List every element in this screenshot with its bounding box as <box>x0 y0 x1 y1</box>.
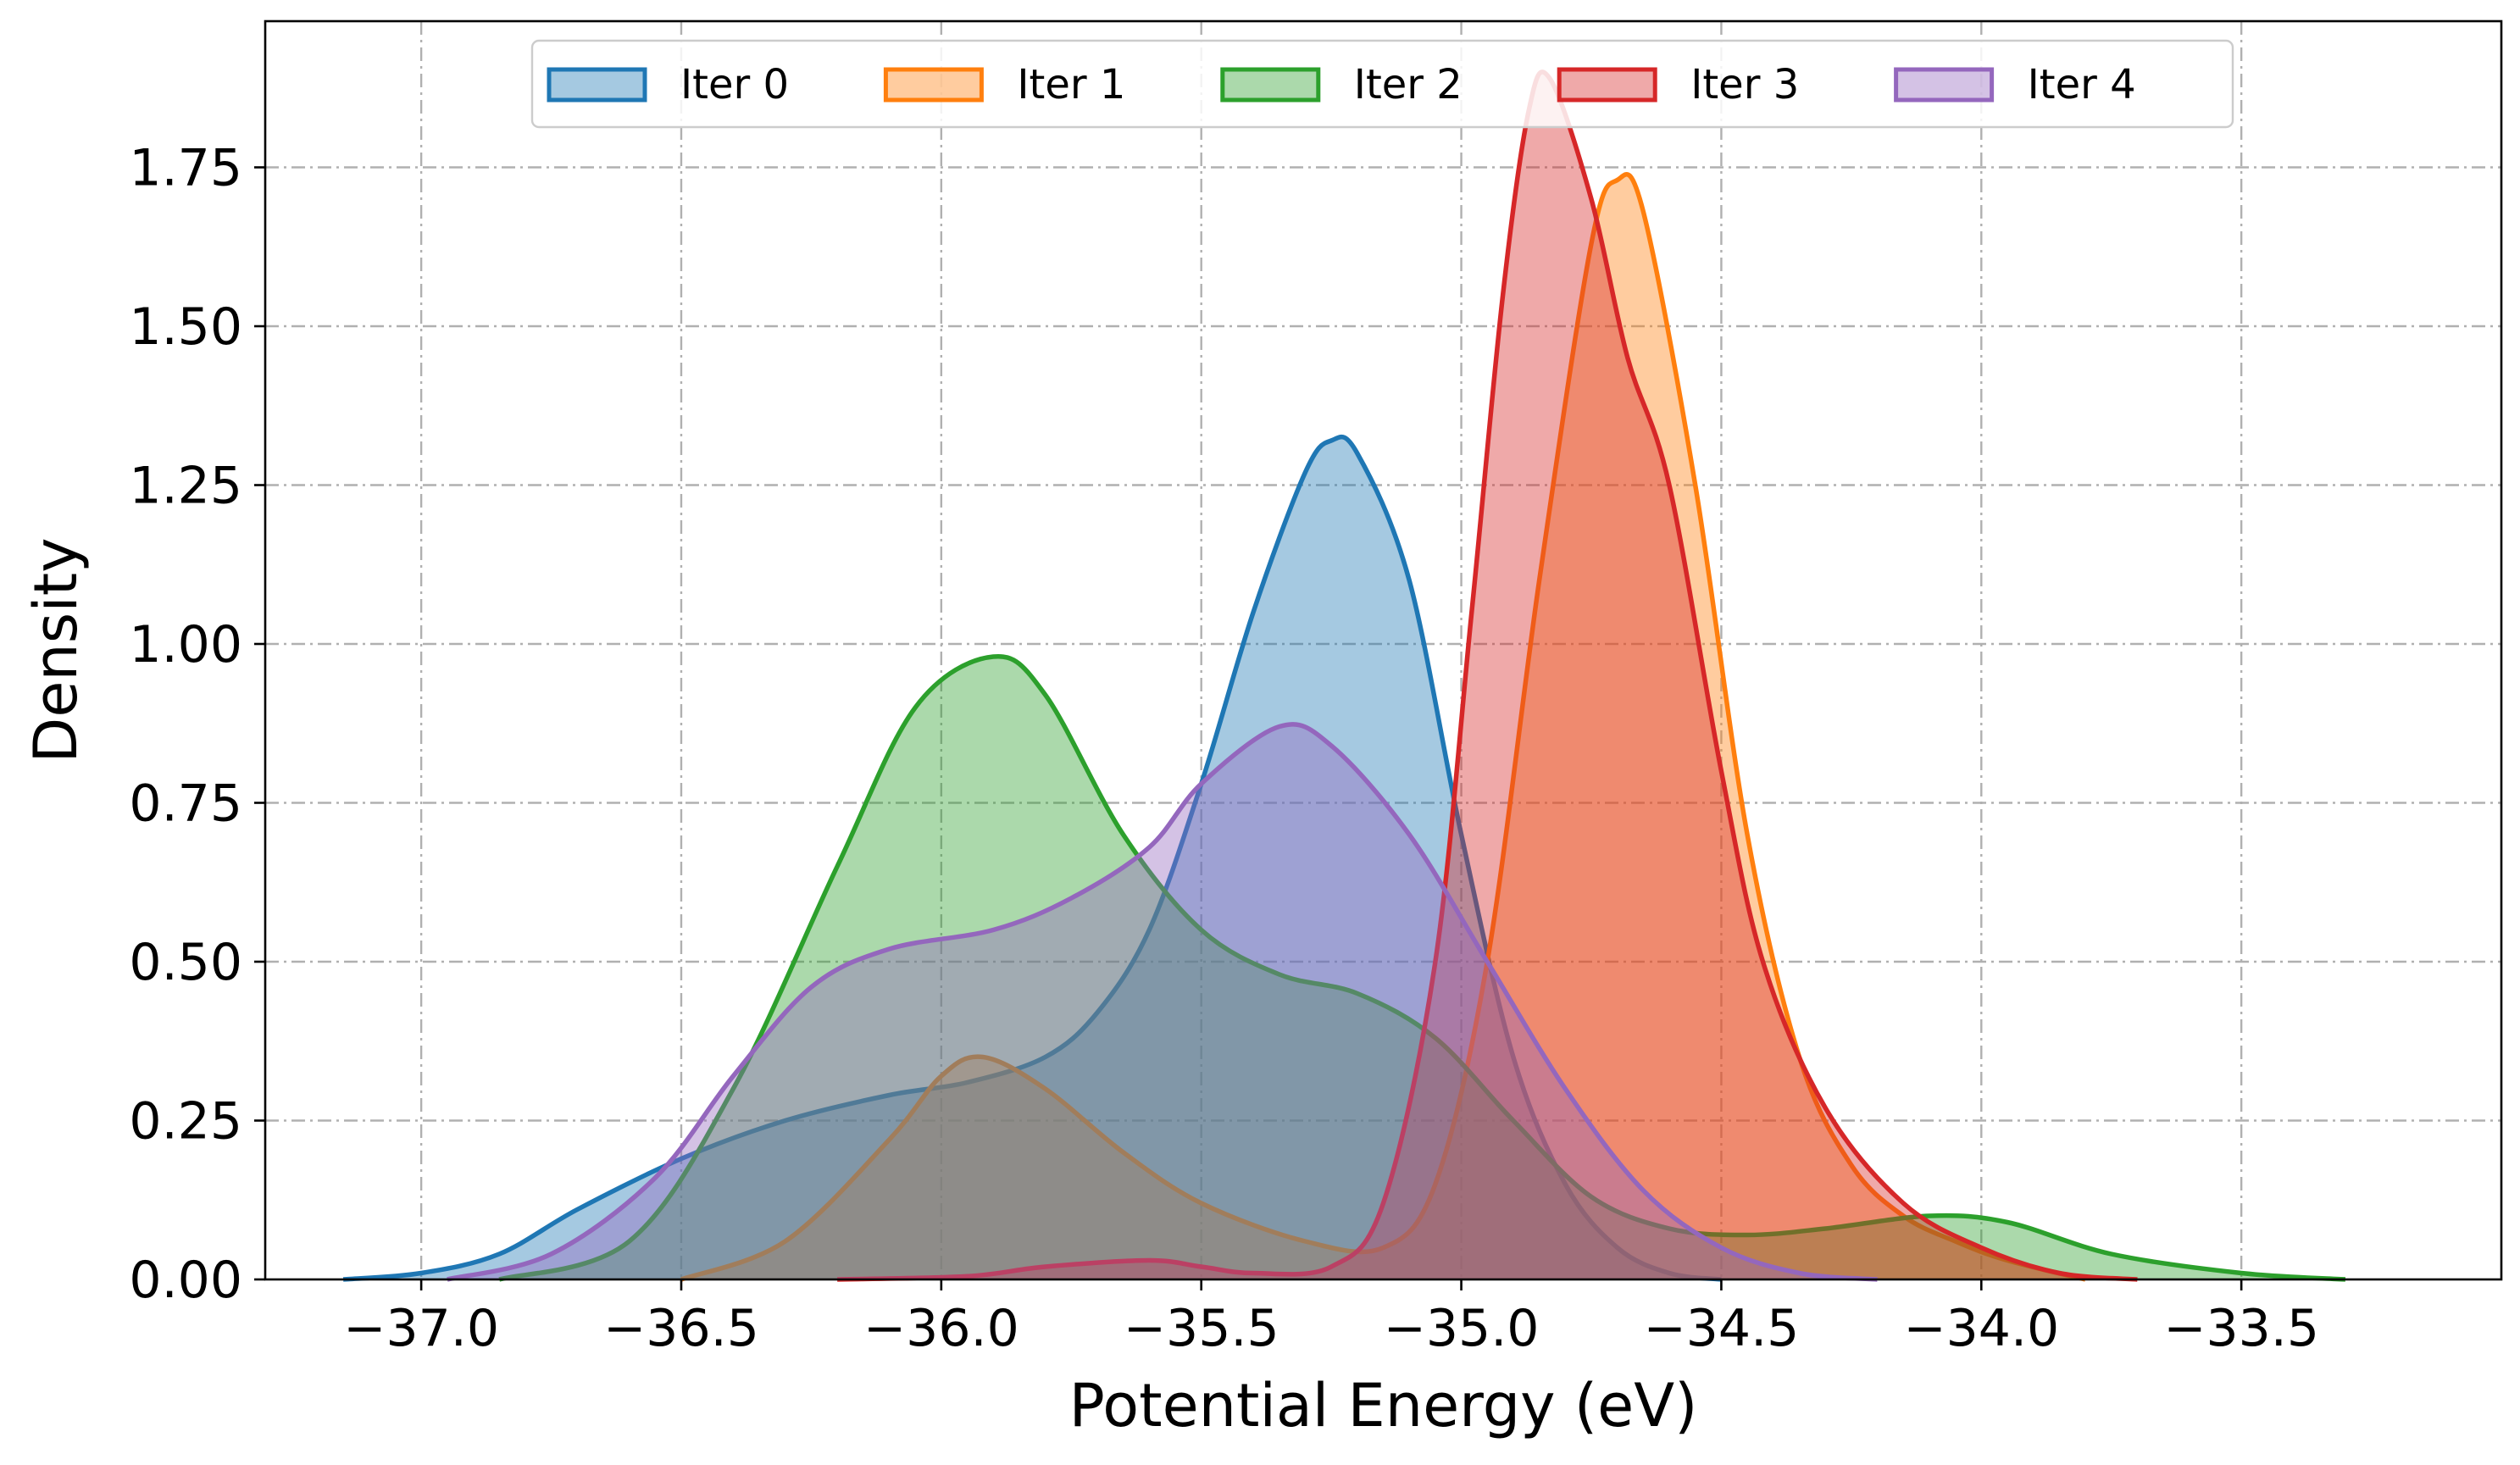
series-area-iter-1 <box>681 174 2085 1279</box>
grid-layer <box>265 21 2501 1279</box>
y-tick-label: 1.00 <box>129 615 242 674</box>
series-area-iter-2 <box>499 656 2345 1279</box>
legend-swatch-iter-2 <box>1220 67 1321 103</box>
legend: Iter 0 Iter 1 Iter 2 Iter 3 Iter 4 <box>530 39 2234 129</box>
y-tick-label: 1.75 <box>129 139 242 198</box>
y-tick-label: 1.25 <box>129 457 242 516</box>
y-tick-label: 0.25 <box>129 1092 242 1151</box>
x-tick-label: −36.0 <box>863 1299 1019 1358</box>
x-tick-label: −37.0 <box>343 1299 499 1358</box>
y-tick-label: 0.00 <box>129 1251 242 1310</box>
y-tick-label: 1.50 <box>129 297 242 357</box>
series-area-iter-3 <box>837 71 2138 1279</box>
legend-swatch-iter-1 <box>883 67 984 103</box>
x-tick-label: −35.0 <box>1384 1299 1540 1358</box>
legend-label-iter-4: Iter 4 <box>2028 61 2136 108</box>
legend-label-iter-1: Iter 1 <box>1017 61 1125 108</box>
series-line-iter-2 <box>498 653 2346 1282</box>
plot-frame <box>264 19 2503 1281</box>
series-line-iter-0 <box>342 435 1722 1282</box>
legend-swatch-iter-4 <box>1894 67 1995 103</box>
legend-label-iter-3: Iter 3 <box>1690 61 1799 108</box>
x-tick-label: −36.5 <box>603 1299 759 1358</box>
y-tick-label: 0.50 <box>129 933 242 992</box>
x-tick-label: −33.5 <box>2163 1299 2319 1358</box>
series-line-iter-4 <box>447 722 1878 1282</box>
x-tick-label: −35.5 <box>1124 1299 1279 1358</box>
legend-swatch-iter-3 <box>1557 67 1657 103</box>
x-axis-title: Potential Energy (eV) <box>1069 1371 1698 1440</box>
legend-label-iter-2: Iter 2 <box>1354 61 1463 108</box>
series-area-iter-0 <box>343 436 1722 1279</box>
legend-box <box>530 39 2234 129</box>
y-tick-label: 0.75 <box>129 774 242 834</box>
legend-swatch-iter-0 <box>547 67 647 103</box>
series-line-iter-1 <box>680 172 2086 1282</box>
x-tick-label: −34.0 <box>1903 1299 2059 1358</box>
tick-layer: −37.0 −36.5 −36.0 −35.5 −35.0 −34.5 −34.0 −33.5… <box>129 139 2319 1359</box>
series-layer <box>342 69 2346 1282</box>
x-tick-label: −34.5 <box>1643 1299 1799 1358</box>
series-area-iter-4 <box>447 724 1878 1279</box>
y-axis-title: Density <box>21 537 91 763</box>
legend-label-iter-0: Iter 0 <box>680 61 789 108</box>
